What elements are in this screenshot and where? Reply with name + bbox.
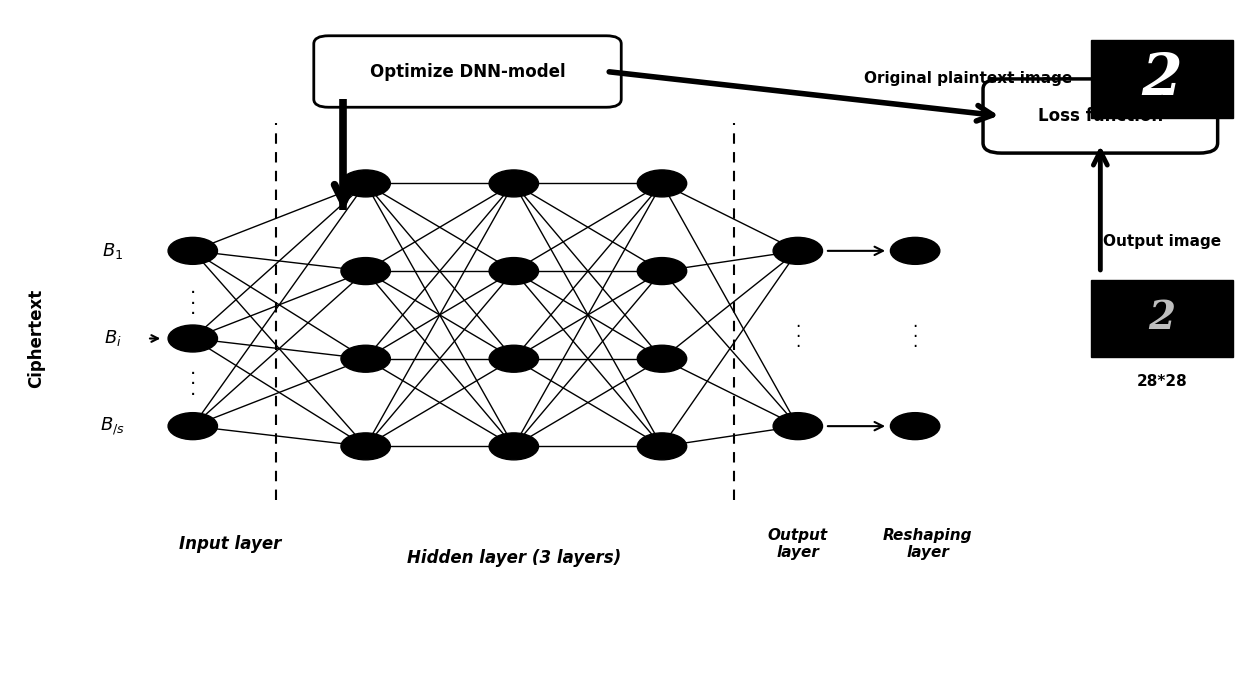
Text: Output
layer: Output layer [768,528,828,561]
Circle shape [637,433,686,460]
Bar [1092,40,1233,118]
Text: Reshaping
layer: Reshaping layer [882,528,973,561]
Text: $B_1$: $B_1$ [102,241,123,261]
Text: .: . [190,288,196,307]
Circle shape [773,413,823,439]
Circle shape [637,257,686,284]
Circle shape [341,170,390,197]
Text: .: . [190,299,196,318]
Text: $B_{/s}$: $B_{/s}$ [100,416,125,437]
Text: .: . [190,380,196,399]
Circle shape [341,257,390,284]
Text: Optimize DNN-model: Optimize DNN-model [369,62,565,81]
Text: .: . [190,359,196,378]
Text: Original plaintext image: Original plaintext image [865,72,1073,87]
Text: .: . [795,333,800,351]
Circle shape [169,325,218,352]
Text: Input layer: Input layer [178,535,281,553]
Text: .: . [795,323,800,341]
Circle shape [489,345,539,372]
Circle shape [489,433,539,460]
Text: .: . [190,370,196,389]
Text: 2: 2 [1142,51,1182,107]
Circle shape [169,413,218,439]
Circle shape [773,238,823,264]
Text: Loss function: Loss function [1038,107,1163,125]
Circle shape [169,238,218,264]
Bar [1092,280,1233,357]
Text: .: . [912,333,918,351]
Text: .: . [912,323,918,341]
Text: .: . [795,313,800,330]
Circle shape [637,170,686,197]
FancyBboxPatch shape [983,79,1218,153]
Circle shape [341,345,390,372]
Text: Ciphertext: Ciphertext [27,289,45,388]
Circle shape [489,170,539,197]
Circle shape [489,257,539,284]
Circle shape [891,413,940,439]
Circle shape [341,433,390,460]
FancyBboxPatch shape [313,36,621,107]
Text: Output image: Output image [1103,234,1222,249]
Text: $B_i$: $B_i$ [104,328,121,349]
Circle shape [891,238,940,264]
Circle shape [637,345,686,372]
Text: .: . [190,278,196,297]
Text: .: . [912,313,918,330]
Text: Hidden layer (3 layers): Hidden layer (3 layers) [406,548,621,567]
Text: 28*28: 28*28 [1136,374,1187,389]
Text: 2: 2 [1149,299,1176,337]
